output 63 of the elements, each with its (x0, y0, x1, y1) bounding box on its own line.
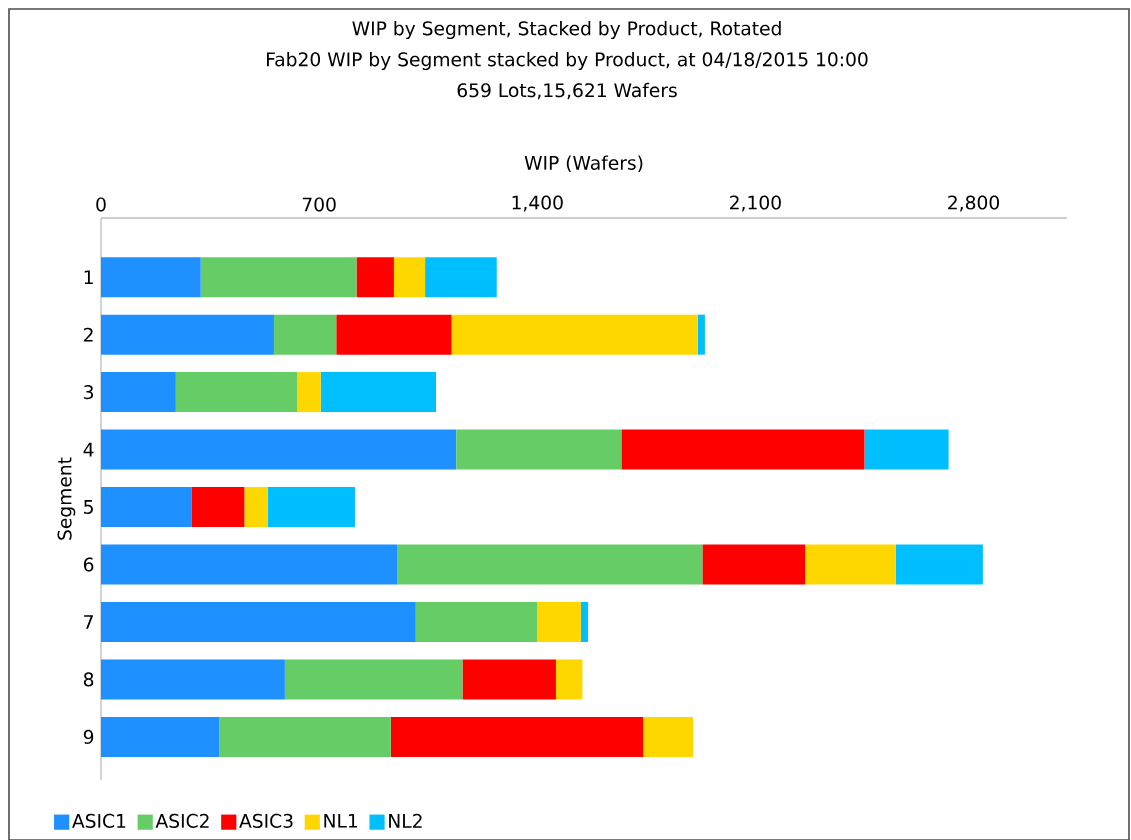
chart-subtitle: Fab20 WIP by Segment stacked by Product, at 04/18/2015 10:00 (267, 51, 868, 71)
bar (425, 257, 497, 298)
bar (895, 544, 983, 585)
y-tick-label: 8 (83, 672, 94, 687)
y-tick-label: 5 (84, 500, 93, 514)
bar (191, 487, 245, 528)
text: 659 Lots,15,621 Wafers (457, 82, 677, 100)
bar (273, 314, 337, 355)
bar (462, 659, 556, 700)
bar (451, 314, 698, 355)
x-tick-label: 2,800 (948, 195, 999, 212)
bar (580, 601, 589, 642)
bar (864, 429, 949, 470)
bar (702, 544, 806, 585)
legend-label: ASIC3 (239, 813, 293, 828)
bar (397, 544, 703, 585)
y-tick-label: 9 (83, 729, 94, 744)
y-axis-title: Segment (57, 457, 76, 540)
bar (267, 487, 355, 528)
legend-label: ASIC1 (72, 813, 126, 828)
bar (456, 429, 622, 470)
bar (297, 372, 321, 413)
bar (393, 257, 426, 298)
x-tick-label: 1,400 (512, 195, 563, 212)
bar (244, 487, 268, 528)
bar (101, 601, 416, 642)
bar (390, 716, 644, 757)
bar (356, 257, 394, 298)
bar (175, 372, 298, 413)
x-axis-title: WIP (Wafers) (524, 155, 643, 173)
y-tick-label: 2 (84, 327, 93, 342)
bar (200, 257, 357, 298)
bar (805, 544, 896, 585)
y-tick-label: 1 (84, 270, 93, 284)
legend-label: NL2 (389, 813, 422, 828)
y-tick-label: 6 (83, 557, 94, 572)
bar (336, 314, 452, 355)
bar (555, 659, 583, 700)
legend-label: ASIC2 (155, 813, 209, 828)
y-tick-label: 7 (84, 615, 93, 629)
x-tick-label: 2,100 (730, 195, 781, 212)
bar (284, 659, 463, 700)
bar (697, 314, 705, 355)
bar (101, 716, 220, 757)
y-tick-label: 4 (83, 442, 94, 457)
bar (101, 372, 176, 413)
bar (415, 601, 538, 642)
bar (101, 429, 457, 470)
y-tick-label: 3 (84, 385, 94, 400)
bar (320, 372, 436, 413)
x-tick-label: 700 (302, 197, 336, 212)
bar (643, 716, 694, 757)
bar (101, 487, 192, 528)
bar (537, 601, 581, 642)
bar (101, 257, 201, 298)
x-tick-label: 0 (96, 197, 106, 212)
chart-title: WIP by Segment, Stacked by Product, Rotated (352, 20, 781, 40)
bar (219, 716, 391, 757)
bar (621, 429, 865, 470)
bar (101, 659, 285, 700)
legend-label: NL1 (324, 813, 358, 828)
bar (101, 544, 398, 585)
bar (101, 314, 274, 355)
